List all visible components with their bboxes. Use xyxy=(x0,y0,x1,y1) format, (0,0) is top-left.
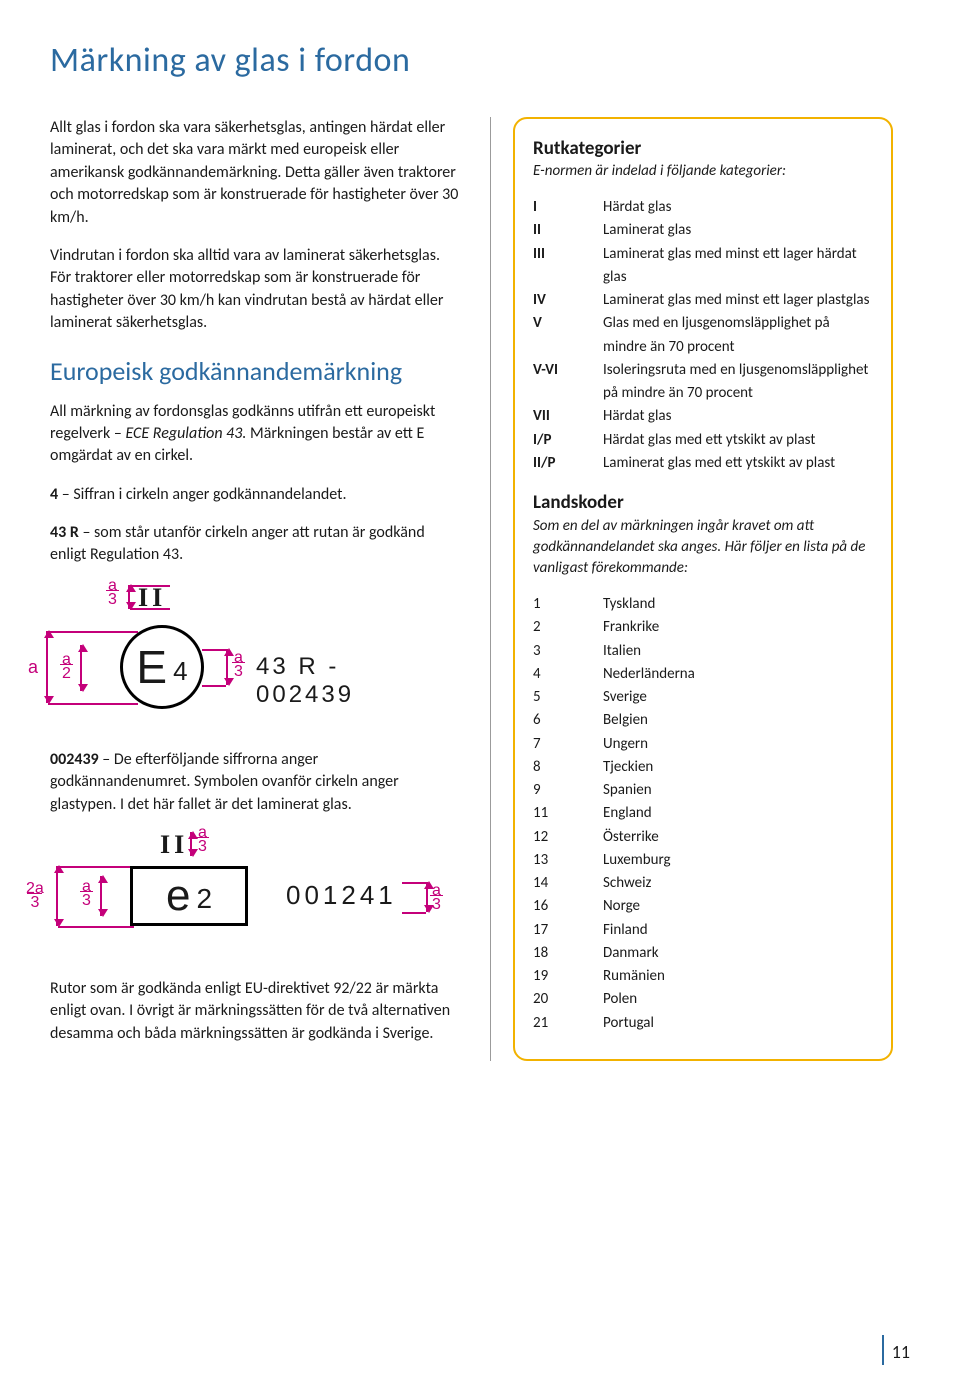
ece-mark-diagram: II a3 a a2 E 4 a3 xyxy=(30,583,430,733)
category-row: I/PHärdat glas med ett ytskikt av plast xyxy=(533,429,875,452)
country-row: 7Ungern xyxy=(533,733,875,756)
dim-a3-top: a3 xyxy=(106,579,119,608)
category-row: IHärdat glas xyxy=(533,196,875,219)
intro-para-1: Allt glas i fordon ska vara säkerhetsgla… xyxy=(50,117,462,229)
e-circle: E 4 xyxy=(120,625,204,709)
def-43r: 43 R – som står utanför cirkeln anger at… xyxy=(50,522,462,567)
landskoder-heading: Landskoder xyxy=(533,491,875,514)
right-column: Rutkategorier E-normen är indelad i följ… xyxy=(513,117,893,1061)
country-row: 4Nederländerna xyxy=(533,663,875,686)
category-row: IIILaminerat glas med minst ett lager hä… xyxy=(533,243,875,290)
country-row: 13Luxemburg xyxy=(533,849,875,872)
def-002439: 002439 – De efterföljande siffrorna ange… xyxy=(50,749,462,816)
dim-a: a xyxy=(28,657,38,678)
country-row: 14Schweiz xyxy=(533,872,875,895)
category-row: II/PLaminerat glas med ett ytskikt av pl… xyxy=(533,452,875,475)
dim-2a3: 2a3 xyxy=(26,882,44,911)
country-row: 2Frankrike xyxy=(533,616,875,639)
country-row: 8Tjeckien xyxy=(533,756,875,779)
dim-a2: a2 xyxy=(60,653,73,682)
country-row: 9Spanien xyxy=(533,779,875,802)
rutkategorier-heading: Rutkategorier xyxy=(533,137,875,160)
category-row: IVLaminerat glas med minst ett lager pla… xyxy=(533,289,875,312)
category-row: VGlas med en ljusgenomsläpplighet på min… xyxy=(533,312,875,359)
country-row: 3Italien xyxy=(533,640,875,663)
page-number: 11 xyxy=(892,1341,910,1363)
country-row: 20Polen xyxy=(533,988,875,1011)
eu-para: All märkning av fordonsglas godkänns uti… xyxy=(50,401,462,468)
content-columns: Allt glas i fordon ska vara säkerhetsgla… xyxy=(50,117,910,1061)
e-rect: e 2 xyxy=(130,866,248,926)
country-row: 5Sverige xyxy=(533,686,875,709)
country-row: 17Finland xyxy=(533,919,875,942)
country-row: 1Tyskland xyxy=(533,593,875,616)
diagram-roman-b: II xyxy=(160,830,188,860)
rutkategorier-sub: E-normen är indelad i följande kategorie… xyxy=(533,162,875,180)
category-row: IILaminerat glas xyxy=(533,219,875,242)
landskoder-sub: Som en del av märkningen ingår kravet om… xyxy=(533,516,875,579)
country-row: 12Österrike xyxy=(533,826,875,849)
country-row: 19Rumänien xyxy=(533,965,875,988)
country-row: 21Portugal xyxy=(533,1012,875,1035)
country-row: 18Danmark xyxy=(533,942,875,965)
section-heading-eu: Europeisk godkännandemärkning xyxy=(50,355,462,387)
eu-mark-diagram: II a3 2a3 a3 e 2 001241 xyxy=(30,832,430,962)
category-row: V-VIIsoleringsruta med en ljusgenomsläpp… xyxy=(533,359,875,406)
dim-arrow xyxy=(128,585,130,609)
country-list: 1Tyskland2Frankrike3Italien4Nederländern… xyxy=(533,593,875,1035)
closing-para: Rutor som är godkända enligt EU-direktiv… xyxy=(50,978,462,1045)
country-row: 11England xyxy=(533,802,875,825)
category-list: IHärdat glasIILaminerat glasIIILaminerat… xyxy=(533,196,875,475)
country-row: 6Belgien xyxy=(533,709,875,732)
sidebar-box: Rutkategorier E-normen är indelad i följ… xyxy=(513,117,893,1061)
approval-code-b: 001241 xyxy=(286,880,397,911)
country-row: 16Norge xyxy=(533,895,875,918)
page-title: Märkning av glas i fordon xyxy=(50,40,910,81)
column-divider xyxy=(490,117,491,1061)
approval-code: 43 R - 002439 xyxy=(256,653,430,709)
category-row: VIIHärdat glas xyxy=(533,405,875,428)
left-column: Allt glas i fordon ska vara säkerhetsgla… xyxy=(50,117,490,1061)
def-4: 4 – Siffran i cirkeln anger godkännandel… xyxy=(50,484,462,506)
intro-para-2: Vindrutan i fordon ska alltid vara av la… xyxy=(50,245,462,335)
